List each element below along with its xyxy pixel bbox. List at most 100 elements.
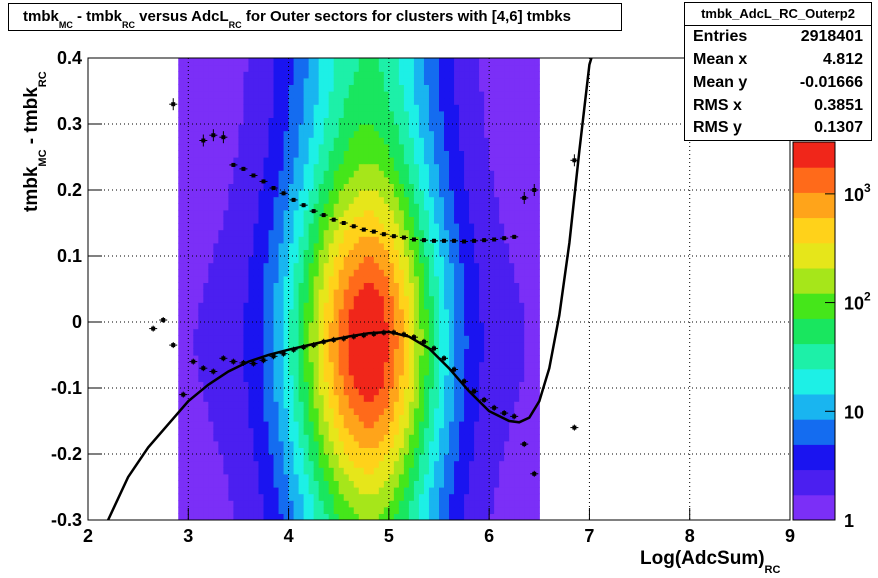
heatmap-cell [494, 407, 500, 415]
heatmap-cell [444, 143, 450, 151]
heatmap-cell [303, 77, 310, 85]
heatmap-cell [223, 440, 229, 448]
heatmap-cell [469, 487, 475, 495]
heatmap-cell [288, 355, 295, 363]
heatmap-cell [378, 216, 385, 224]
heatmap-cell [383, 203, 390, 211]
heatmap-cell [529, 275, 535, 283]
heatmap-cell [403, 282, 410, 290]
heatmap-cell [464, 434, 470, 442]
heatmap-cell [218, 500, 224, 508]
heatmap-cell [444, 176, 450, 184]
heatmap-cell [428, 275, 435, 283]
heatmap-cell [529, 513, 535, 520]
heatmap-cell [338, 348, 345, 356]
heatmap-cell [228, 440, 235, 448]
heatmap-cell [263, 480, 270, 488]
heatmap-cell [393, 236, 400, 244]
heatmap-cell [268, 275, 275, 283]
heatmap-cell [308, 322, 315, 330]
heatmap-cell [378, 209, 385, 217]
heatmap-cell [454, 130, 460, 138]
heatmap-cell [198, 427, 204, 435]
heatmap-cell [514, 328, 520, 336]
heatmap-cell [293, 315, 300, 323]
heatmap-cell [278, 216, 285, 224]
heatmap-cell [258, 110, 265, 118]
heatmap-cell [243, 460, 250, 468]
heatmap-cell [178, 361, 184, 369]
heatmap-cell [388, 493, 395, 501]
heatmap-cell [353, 203, 360, 211]
heatmap-cell [454, 322, 460, 330]
heatmap-cell [469, 460, 475, 468]
heatmap-cell [519, 104, 525, 112]
heatmap-cell [454, 361, 460, 369]
heatmap-cell [474, 176, 480, 184]
heatmap-cell [529, 203, 535, 211]
heatmap-cell [418, 381, 425, 389]
heatmap-cell [423, 374, 430, 382]
heatmap-cell [519, 427, 525, 435]
heatmap-cell [388, 84, 395, 92]
heatmap-cell [323, 427, 330, 435]
heatmap-cell [268, 130, 275, 138]
heatmap-cell [439, 77, 445, 85]
heatmap-cell [233, 236, 240, 244]
heatmap-cell [459, 407, 465, 415]
heatmap-cell [358, 143, 365, 151]
heatmap-cell [208, 322, 214, 330]
heatmap-cell [298, 308, 305, 316]
heatmap-cell [288, 97, 295, 105]
heatmap-cell [183, 381, 189, 389]
heatmap-cell [333, 454, 340, 462]
heatmap-cell [333, 170, 340, 178]
heatmap-cell [263, 289, 270, 297]
heatmap-cell [208, 335, 214, 343]
heatmap-cell [203, 170, 209, 178]
heatmap-cell [413, 394, 420, 402]
heatmap-cell [358, 275, 365, 283]
heatmap-cell [363, 427, 370, 435]
heatmap-cell [534, 368, 540, 376]
heatmap-cell [323, 269, 330, 277]
heatmap-cell [303, 480, 310, 488]
heatmap-cell [469, 473, 475, 481]
heatmap-cell [313, 216, 320, 224]
heatmap-cell [428, 427, 435, 435]
heatmap-cell [243, 58, 250, 66]
heatmap-cell [223, 348, 229, 356]
heatmap-cell [514, 64, 520, 72]
heatmap-cell [358, 190, 365, 198]
heatmap-cell [368, 117, 375, 125]
heatmap-cell [479, 407, 485, 415]
heatmap-cell [534, 487, 540, 495]
heatmap-cell [338, 434, 345, 442]
heatmap-cell [413, 407, 420, 415]
heatmap-cell [479, 223, 485, 231]
heatmap-cell [368, 401, 375, 409]
heatmap-cell [253, 176, 260, 184]
heatmap-cell [433, 242, 440, 250]
heatmap-cell [343, 229, 350, 237]
heatmap-cell [338, 110, 345, 118]
heatmap-cell [328, 58, 335, 66]
heatmap-cell [238, 454, 245, 462]
heatmap-cell [464, 467, 470, 475]
heatmap-cell [474, 308, 480, 316]
heatmap-cell [413, 421, 420, 429]
heatmap-cell [373, 480, 380, 488]
heatmap-cell [343, 157, 350, 165]
heatmap-cell [358, 500, 365, 508]
heatmap-cell [403, 454, 410, 462]
heatmap-cell [439, 110, 445, 118]
heatmap-cell [253, 223, 260, 231]
heatmap-cell [233, 64, 240, 72]
heatmap-cell [449, 97, 455, 105]
heatmap-cell [288, 190, 295, 198]
heatmap-cell [303, 447, 310, 455]
heatmap-cell [203, 262, 209, 270]
heatmap-cell [288, 401, 295, 409]
heatmap-cell [348, 71, 355, 79]
heatmap-cell [183, 513, 189, 520]
